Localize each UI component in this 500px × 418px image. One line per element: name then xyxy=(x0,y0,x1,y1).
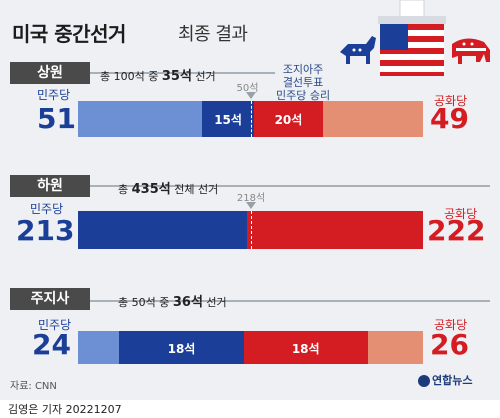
house-dem-label: 민주당 xyxy=(30,202,64,216)
source-note: 자료: CNN xyxy=(10,381,57,392)
ballot-box-lid-icon xyxy=(378,16,446,24)
governor-bar-segment-rep-elected xyxy=(243,331,368,364)
governor-segment-label: 18석 xyxy=(291,341,320,356)
governor-note: 총 50석 중 36석 선거 xyxy=(118,291,227,310)
house-bar-segment-rep-elected xyxy=(246,211,423,249)
ballot-box-illustration xyxy=(340,0,490,76)
house-bar-segment-dem-elected xyxy=(78,211,247,249)
logo-text: 연합뉴스 xyxy=(432,374,473,387)
us-flag-icon xyxy=(380,24,444,76)
senate-divider xyxy=(10,72,275,74)
senate-majority-marker-icon xyxy=(245,92,256,99)
house-majority-line xyxy=(250,211,252,249)
ballot-paper-icon xyxy=(399,0,425,19)
senate-note-value: 35석 xyxy=(161,69,192,84)
senate-dem-total: 51 xyxy=(37,102,76,135)
governor-rep-label: 공화당 xyxy=(434,318,468,332)
senate-segment-label: 15석 xyxy=(214,113,242,127)
senate-rep-total: 49 xyxy=(430,102,469,135)
house-dem-total: 213 xyxy=(16,214,75,247)
senate-tag: 상원 xyxy=(10,62,90,84)
senate-majority-line xyxy=(250,101,252,137)
house-majority-label: 218석 xyxy=(236,193,266,204)
page-title: 미국 중간선거 xyxy=(12,22,126,46)
governor-bar-segment-dem-elected xyxy=(119,331,244,364)
governor-note-suffix: 선거 xyxy=(206,296,227,309)
senate-annotation-line-2: 결선투표 xyxy=(282,76,324,89)
senate-bar-segment-dem-elected xyxy=(202,101,254,137)
governor-bar-segment-dem-existing xyxy=(78,331,120,364)
senate-runoff-annotation: 조지아주 결선투표 민주당 승리 xyxy=(276,63,330,102)
house-note-suffix: 전체 선거 xyxy=(174,183,219,196)
news-logo: 연합뉴스 xyxy=(418,372,472,388)
senate-note-suffix: 선거 xyxy=(195,70,216,83)
governor-rep-total: 26 xyxy=(430,328,469,361)
governor-note-prefix: 총 50석 중 xyxy=(118,296,170,309)
senate-bar-segment-rep-existing xyxy=(322,101,423,137)
donkey-icon xyxy=(340,36,376,64)
senate-rep-label: 공화당 xyxy=(434,94,468,108)
governor-dem-label: 민주당 xyxy=(38,318,72,332)
elephant-icon xyxy=(452,38,490,64)
page-subtitle: 최종 결과 xyxy=(178,24,248,45)
senate-note-prefix: 총 100석 중 xyxy=(100,70,159,83)
senate-dem-label: 민주당 xyxy=(37,88,71,102)
governor-bar-segment-rep-existing xyxy=(367,331,423,364)
logo-icon xyxy=(418,375,430,387)
house-divider xyxy=(10,185,490,187)
house-rep-label: 공화당 xyxy=(444,207,478,221)
senate-bar-segment-dem-existing xyxy=(78,101,203,137)
senate-annotation-line-3: 민주당 승리 xyxy=(276,89,331,102)
house-note: 총 435석 전체 선거 xyxy=(118,178,218,197)
governor-note-value: 36석 xyxy=(172,295,203,310)
house-tag: 하원 xyxy=(10,175,90,197)
house-note-prefix: 총 xyxy=(118,183,129,196)
house-note-value: 435석 xyxy=(131,182,171,197)
reporter-credit: 김영은 기자 20221207 xyxy=(8,403,122,416)
senate-segment-label: 20석 xyxy=(274,113,303,127)
senate-note: 총 100석 중 35석 선거 xyxy=(100,65,216,84)
senate-majority-label: 50석 xyxy=(236,83,259,94)
house-rep-total: 222 xyxy=(427,214,486,247)
governor-divider xyxy=(10,300,490,302)
house-majority-marker-icon xyxy=(245,202,256,209)
senate-annotation-line-1: 조지아주 xyxy=(282,63,324,76)
governor-segment-label: 18석 xyxy=(167,341,196,356)
senate-bar-segment-rep-elected xyxy=(253,101,323,137)
governor-dem-total: 24 xyxy=(32,328,71,361)
governor-tag: 주지사 xyxy=(10,288,90,310)
